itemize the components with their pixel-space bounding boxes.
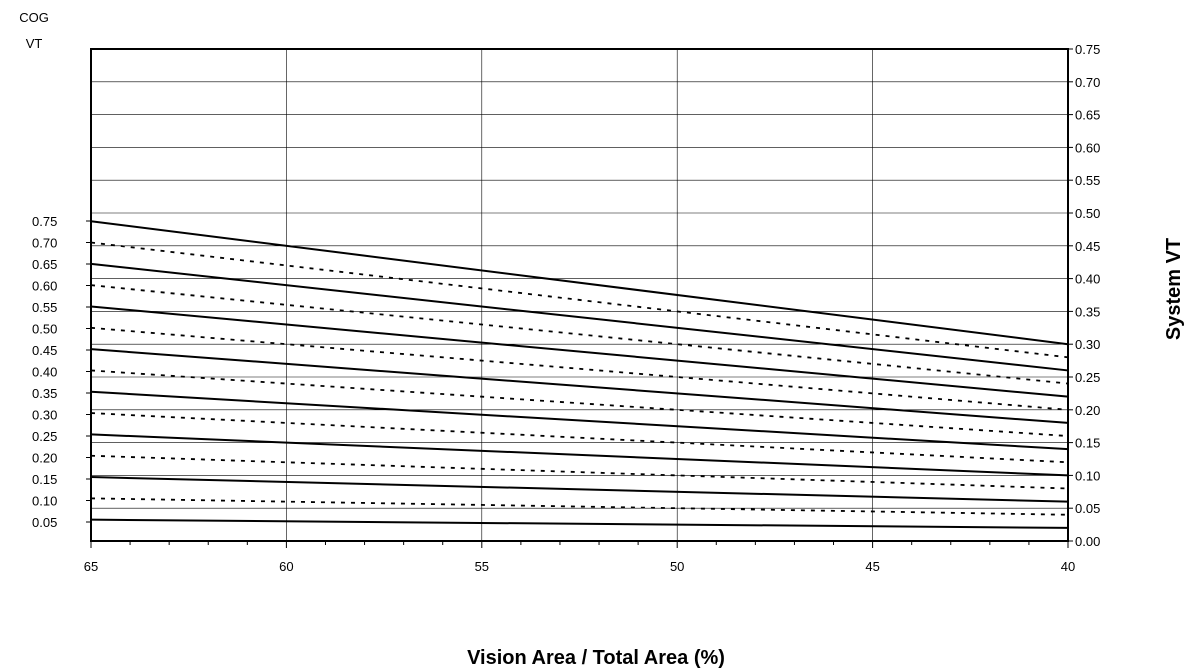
series-line-cog-0-1 [90,497,1069,516]
right-tick-label: 0.30 [1075,337,1100,352]
series-line-cog-0-35 [90,390,1069,451]
left-tick-label: 0.30 [32,408,57,423]
series-line-cog-0-2 [90,454,1069,490]
series-line-cog-0-4 [90,369,1069,437]
right-tick-label: 0.25 [1075,370,1100,385]
gridlines [90,48,1069,542]
series-lines [90,220,1069,529]
tick-marks [86,48,1073,548]
series-line-cog-0-15 [90,476,1069,503]
left-tick-label: 0.70 [32,236,57,251]
x-tick-label: 60 [279,559,293,574]
series-line-cog-0-7 [90,241,1069,359]
series-line-cog-0-45 [90,348,1069,424]
x-tick-label: 55 [475,559,489,574]
left-tick-label: 0.65 [32,257,57,272]
left-tick-label: 0.50 [32,322,57,337]
tick-labels: 65 60 55 50 45 400.00 0.05 0.10 0.15 0.20 0.25 0.30… [32,42,1100,574]
right-tick-label: 0.45 [1075,239,1100,254]
x-tick-label: 65 [84,559,98,574]
left-tick-label: 0.60 [32,279,57,294]
right-tick-label: 0.65 [1075,108,1100,123]
right-tick-label: 0.00 [1075,534,1100,549]
right-tick-label: 0.60 [1075,140,1100,155]
right-tick-label: 0.05 [1075,501,1100,516]
right-axis-title: System VT [1163,238,1185,340]
right-tick-label: 0.15 [1075,436,1100,451]
series-line-cog-0-3 [90,412,1069,464]
x-axis-title: Vision Area / Total Area (%) [467,647,725,669]
right-tick-label: 0.10 [1075,468,1100,483]
left-tick-label: 0.45 [32,343,57,358]
left-tick-label: 0.55 [32,300,57,315]
left-tick-label: 0.40 [32,365,57,380]
right-tick-label: 0.20 [1075,403,1100,418]
left-tick-label: 0.05 [32,515,57,530]
right-tick-label: 0.50 [1075,206,1100,221]
series-line-cog-0-75 [90,220,1069,346]
series-line-cog-0-65 [90,262,1069,372]
right-tick-label: 0.75 [1075,42,1100,57]
left-axis-title-line1: COG [19,10,49,25]
x-tick-label: 45 [865,559,879,574]
right-tick-label: 0.35 [1075,304,1100,319]
right-tick-label: 0.40 [1075,272,1100,287]
left-tick-label: 0.10 [32,494,57,509]
plot-area-frame [90,48,1069,542]
series-line-cog-0-6 [90,284,1069,385]
left-tick-label: 0.35 [32,386,57,401]
right-tick-label: 0.55 [1075,173,1100,188]
x-tick-label: 40 [1061,559,1075,574]
left-tick-label: 0.15 [32,472,57,487]
series-line-cog-0-55 [90,305,1069,398]
left-tick-label: 0.25 [32,429,57,444]
series-line-cog-0-05 [90,518,1069,529]
right-tick-label: 0.70 [1075,75,1100,90]
series-line-cog-0-25 [90,433,1069,477]
x-tick-label: 50 [670,559,684,574]
left-tick-label: 0.75 [32,214,57,229]
series-line-cog-0-5 [90,326,1069,411]
left-axis-title-line2: VT [26,36,43,51]
left-tick-label: 0.20 [32,451,57,466]
